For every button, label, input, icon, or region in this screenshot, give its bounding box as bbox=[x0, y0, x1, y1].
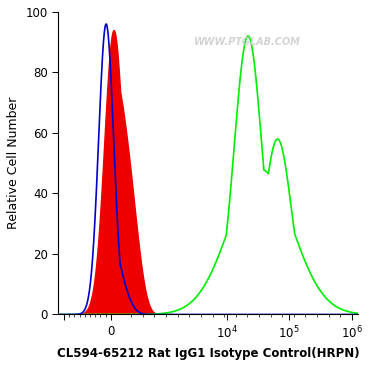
Y-axis label: Relative Cell Number: Relative Cell Number bbox=[7, 97, 20, 229]
X-axis label: CL594-65212 Rat IgG1 Isotype Control(HRPN): CL594-65212 Rat IgG1 Isotype Control(HRP… bbox=[57, 347, 359, 360]
Text: WWW.PTGLAB.COM: WWW.PTGLAB.COM bbox=[194, 37, 300, 47]
